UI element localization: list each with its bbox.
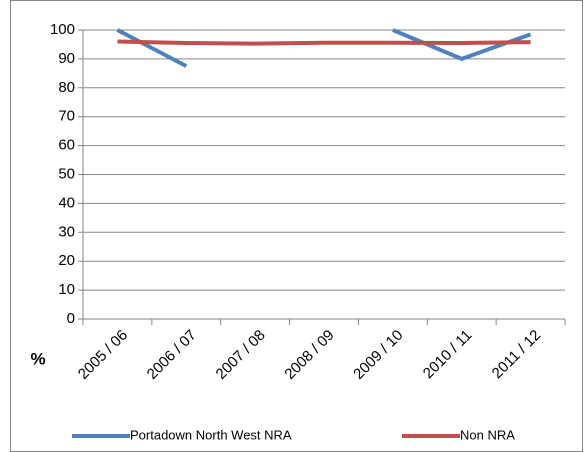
y-tick-label: 50	[58, 165, 75, 182]
y-tick-label: 90	[58, 50, 75, 67]
y-tick-label: 0	[67, 310, 75, 327]
y-tick-label: 60	[58, 137, 75, 154]
x-tick-label: 2009 / 10	[350, 327, 406, 383]
legend-label: Portadown North West NRA	[130, 427, 292, 442]
y-tick-label: 70	[58, 108, 75, 125]
x-tick-label: 2011 / 12	[489, 327, 544, 382]
x-tick-label: 2007 / 08	[213, 327, 269, 383]
y-tick-label: 100	[50, 21, 75, 38]
series-line	[117, 39, 531, 46]
y-tick-label: 30	[58, 223, 75, 240]
y-tick-label: 80	[58, 79, 75, 96]
x-tick-label: 2008 / 09	[281, 327, 337, 383]
y-tick-label: 10	[58, 281, 75, 298]
y-axis-label: %	[30, 349, 45, 368]
y-tick-label: 40	[58, 194, 75, 211]
x-tick-label: 2006 / 07	[144, 327, 200, 383]
series-line	[116, 28, 532, 68]
y-tick-label: 20	[58, 252, 75, 269]
x-tick-label: 2010 / 11	[420, 327, 475, 382]
legend-label: Non NRA	[460, 427, 515, 442]
chart-frame	[10, 0, 583, 452]
x-tick-label: 2005 / 06	[75, 327, 131, 383]
